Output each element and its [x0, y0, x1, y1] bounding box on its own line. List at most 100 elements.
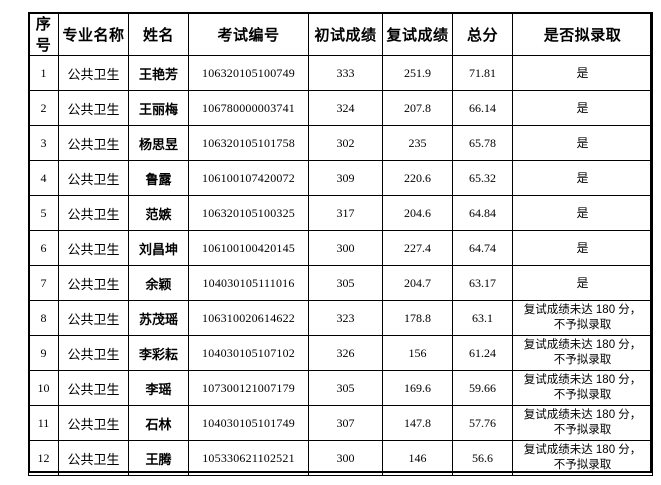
cell-name: 鲁露: [128, 160, 189, 196]
cell-total: 63.1: [452, 300, 513, 336]
cell-score1: 326: [308, 335, 383, 371]
cell-score2: 147.8: [382, 405, 453, 441]
cell-total: 65.78: [452, 125, 513, 161]
cell-total: 64.74: [452, 230, 513, 266]
cell-status: 复试成绩未达 180 分， 不予拟录取: [512, 335, 653, 371]
cell-index: 5: [28, 195, 59, 231]
cell-status: 是: [512, 265, 653, 301]
cell-total: 71.81: [452, 55, 513, 91]
cell-status: 复试成绩未达 180 分， 不予拟录取: [512, 370, 653, 406]
cell-score2: 204.7: [382, 265, 453, 301]
cell-score1: 300: [308, 440, 383, 476]
status-line-1: 复试成绩未达 180 分，: [523, 374, 642, 386]
cell-index: 11: [28, 405, 59, 441]
cell-score1: 333: [308, 55, 383, 91]
cell-score1: 309: [308, 160, 383, 196]
cell-major: 公共卫生: [58, 230, 129, 266]
status-line-2: 不予拟录取: [553, 389, 612, 401]
cell-exam-no: 104030105101749: [188, 405, 309, 441]
cell-name: 王艳芳: [128, 55, 189, 91]
cell-major: 公共卫生: [58, 160, 129, 196]
cell-score2: 220.6: [382, 160, 453, 196]
cell-exam-no: 106320105100325: [188, 195, 309, 231]
cell-total: 57.76: [452, 405, 513, 441]
table-row: 8 公共卫生 苏茂瑶 106310020614622 323 178.8 63.1 复试成绩未…: [28, 300, 653, 336]
cell-name: 李彩耘: [128, 335, 189, 371]
column-header-score2: 复试成绩: [382, 12, 453, 56]
column-header-status: 是否拟录取: [512, 12, 653, 56]
cell-status: 是: [512, 125, 653, 161]
cell-score2: 169.6: [382, 370, 453, 406]
cell-score2: 227.4: [382, 230, 453, 266]
cell-status: 是: [512, 90, 653, 126]
table-row: 10 公共卫生 李瑶 107300121007179 305 169.6 59.66 复试成绩…: [28, 370, 653, 406]
cell-major: 公共卫生: [58, 125, 129, 161]
cell-total: 59.66: [452, 370, 513, 406]
column-header-total: 总分: [452, 12, 513, 56]
cell-name: 杨思昱: [128, 125, 189, 161]
cell-score1: 317: [308, 195, 383, 231]
table-row: 12 公共卫生 王腾 105330621102521 300 146 56.6 复试成绩未达 …: [28, 440, 653, 476]
cell-index: 12: [28, 440, 59, 476]
cell-score2: 146: [382, 440, 453, 476]
status-line-2: 不予拟录取: [553, 354, 612, 366]
table-header-row: 序号 专业名称 姓名 考试编号 初试成绩 复试成绩 总分 是否拟录取: [28, 12, 653, 56]
status-line-1: 复试成绩未达 180 分，: [523, 304, 642, 316]
table-row: 9 公共卫生 李彩耘 104030105107102 326 156 61.24 复试成绩未达…: [28, 335, 653, 371]
cell-score2: 251.9: [382, 55, 453, 91]
cell-exam-no: 106310020614622: [188, 300, 309, 336]
cell-score2: 235: [382, 125, 453, 161]
column-header-major: 专业名称: [58, 12, 129, 56]
cell-exam-no: 104030105111016: [188, 265, 309, 301]
table-row: 5 公共卫生 范嫉 106320105100325 317 204.6 64.84 是: [28, 195, 653, 231]
status-line-2: 不予拟录取: [553, 459, 612, 471]
cell-status: 是: [512, 55, 653, 91]
cell-major: 公共卫生: [58, 370, 129, 406]
cell-score1: 302: [308, 125, 383, 161]
cell-exam-no: 106780000003741: [188, 90, 309, 126]
cell-index: 10: [28, 370, 59, 406]
cell-score2: 156: [382, 335, 453, 371]
cell-score2: 178.8: [382, 300, 453, 336]
cell-status: 是: [512, 230, 653, 266]
cell-score1: 305: [308, 265, 383, 301]
cell-major: 公共卫生: [58, 300, 129, 336]
cell-total: 61.24: [452, 335, 513, 371]
cell-index: 9: [28, 335, 59, 371]
cell-name: 余颖: [128, 265, 189, 301]
cell-status: 是: [512, 160, 653, 196]
column-header-index: 序号: [28, 12, 59, 56]
cell-index: 4: [28, 160, 59, 196]
status-line-1: 复试成绩未达 180 分，: [523, 444, 642, 456]
status-line-1: 是: [576, 65, 589, 80]
status-line-1: 复试成绩未达 180 分，: [523, 339, 642, 351]
table-row: 2 公共卫生 王丽梅 106780000003741 324 207.8 66.14 是: [28, 90, 653, 126]
cell-major: 公共卫生: [58, 265, 129, 301]
cell-index: 3: [28, 125, 59, 161]
cell-score1: 305: [308, 370, 383, 406]
cell-score2: 204.6: [382, 195, 453, 231]
cell-name: 刘昌坤: [128, 230, 189, 266]
cell-index: 8: [28, 300, 59, 336]
cell-status: 是: [512, 195, 653, 231]
cell-status: 复试成绩未达 180 分， 不予拟录取: [512, 405, 653, 441]
cell-total: 65.32: [452, 160, 513, 196]
cell-total: 63.17: [452, 265, 513, 301]
status-line-1: 是: [576, 205, 589, 220]
cell-exam-no: 106100100420145: [188, 230, 309, 266]
cell-name: 李瑶: [128, 370, 189, 406]
column-header-name: 姓名: [128, 12, 189, 56]
table-row: 1 公共卫生 王艳芳 106320105100749 333 251.9 71.81 是: [28, 55, 653, 91]
cell-index: 6: [28, 230, 59, 266]
table-header: 序号 专业名称 姓名 考试编号 初试成绩 复试成绩 总分 是否拟录取: [28, 12, 653, 56]
status-line-1: 是: [576, 170, 589, 185]
cell-name: 王腾: [128, 440, 189, 476]
cell-exam-no: 105330621102521: [188, 440, 309, 476]
status-line-1: 是: [576, 100, 589, 115]
cell-major: 公共卫生: [58, 440, 129, 476]
cell-total: 56.6: [452, 440, 513, 476]
status-line-2: 不予拟录取: [553, 424, 612, 436]
cell-major: 公共卫生: [58, 335, 129, 371]
status-line-1: 是: [576, 240, 589, 255]
